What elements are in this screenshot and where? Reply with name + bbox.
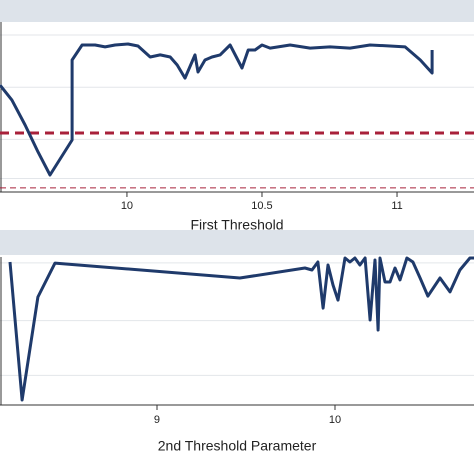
data-line [0, 42, 434, 177]
x-tick-label: 9 [154, 414, 160, 426]
panel-header [0, 0, 474, 22]
panel-header [0, 230, 474, 255]
data-line [8, 256, 474, 402]
x-tick-label: 10 [121, 200, 133, 212]
plot-area [0, 257, 474, 405]
x-tick-label: 11 [391, 200, 402, 212]
x-tick-label: 10.5 [251, 200, 272, 212]
x-axis-title: First Threshold [190, 217, 283, 233]
x-axis-title: 2nd Threshold Parameter [158, 438, 317, 454]
x-tick-label: 10 [329, 414, 341, 426]
